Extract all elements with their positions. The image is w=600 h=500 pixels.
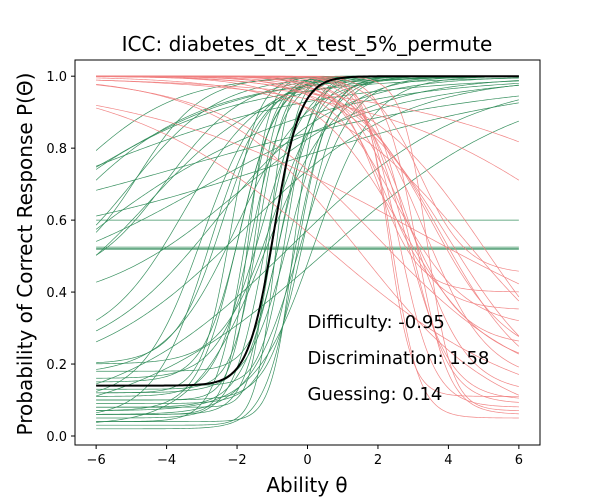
positive-item-curve <box>95 76 519 181</box>
y-tick-label: 0.0 <box>46 430 67 445</box>
curve-layer <box>95 75 520 430</box>
x-tick-label: −2 <box>227 453 246 468</box>
parameter-annotation: Discrimination: 1.58 <box>308 348 490 369</box>
positive-item-curve <box>96 95 519 191</box>
tick-layer: −6 −4 −2 0 2 4 6 0.0 0.2 0.4 0.6 0.8 1.0 <box>46 70 523 468</box>
positive-item-curve <box>96 85 519 242</box>
y-tick-label: 0.2 <box>46 358 67 373</box>
negative-item-curve <box>96 77 520 302</box>
x-axis-label: Ability θ <box>266 473 347 497</box>
x-tick-label: 0 <box>303 453 311 468</box>
parameter-annotation: Difficulty: -0.95 <box>308 312 445 333</box>
positive-item-curve <box>96 120 519 397</box>
negative-item-curve <box>96 105 520 285</box>
x-tick-label: −6 <box>87 453 106 468</box>
y-tick-label: 0.4 <box>46 286 67 301</box>
negative-item-curve <box>96 76 520 298</box>
positive-item-curve <box>96 102 519 217</box>
x-tick-label: 6 <box>515 453 523 468</box>
y-axis-label: Probability of Correct Response P(Θ) <box>13 73 37 436</box>
positive-item-curve <box>96 80 519 167</box>
positive-item-curve <box>96 99 519 385</box>
y-tick-label: 1.0 <box>46 70 67 85</box>
negative-item-curve <box>96 79 519 143</box>
x-tick-label: 4 <box>444 453 452 468</box>
y-tick-label: 0.8 <box>46 142 67 157</box>
positive-item-curve <box>95 82 519 230</box>
negative-item-curve <box>96 107 519 375</box>
negative-item-curve <box>96 83 520 396</box>
positive-item-curve <box>95 84 519 343</box>
chart-title: ICC: diabetes_dt_x_test_5%_permute <box>122 32 493 56</box>
negative-item-curve <box>96 75 519 397</box>
parameter-annotation: Guessing: 0.14 <box>308 384 443 405</box>
positive-item-curve <box>95 77 519 332</box>
x-tick-label: 2 <box>374 453 382 468</box>
main-icc-curve <box>96 75 519 387</box>
x-tick-label: −4 <box>157 453 176 468</box>
y-tick-label: 0.6 <box>46 214 67 229</box>
negative-item-curve <box>96 75 520 347</box>
annotation-layer: Difficulty: -0.95 Discrimination: 1.58 Gue… <box>308 312 490 405</box>
negative-item-curve <box>96 84 520 355</box>
